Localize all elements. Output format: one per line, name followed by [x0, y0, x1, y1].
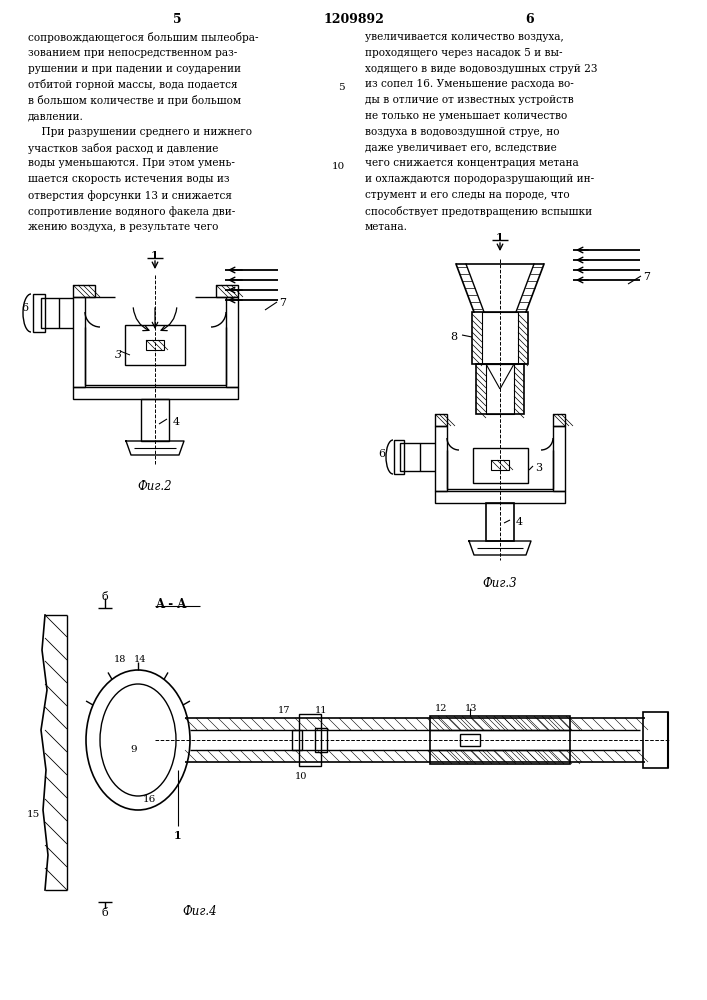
Bar: [299, 714, 321, 766]
Text: метана.: метана.: [365, 222, 408, 232]
Bar: [73, 297, 85, 387]
Text: 4: 4: [173, 417, 180, 427]
Bar: [125, 325, 185, 365]
Bar: [460, 734, 480, 746]
Text: 10: 10: [332, 162, 345, 171]
Bar: [435, 414, 447, 426]
Text: струмент и его следы на породе, что: струмент и его следы на породе, что: [365, 190, 570, 200]
Text: ды в отличие от известных устройств: ды в отличие от известных устройств: [365, 95, 574, 105]
Text: 13: 13: [465, 704, 477, 713]
Text: давлении.: давлении.: [28, 111, 84, 121]
Text: чего снижается концентрация метана: чего снижается концентрация метана: [365, 158, 579, 168]
Text: 14: 14: [134, 655, 146, 664]
Text: отверстия форсунки 13 и снижается: отверстия форсунки 13 и снижается: [28, 190, 232, 201]
Bar: [141, 399, 169, 441]
Bar: [400, 443, 420, 471]
Text: 1: 1: [496, 232, 504, 243]
Text: 7: 7: [279, 298, 286, 308]
Bar: [292, 730, 302, 750]
Text: Фиг.2: Фиг.2: [138, 480, 173, 493]
Text: сопровождающегося большим пылеобра-: сопровождающегося большим пылеобра-: [28, 32, 259, 43]
Bar: [476, 364, 524, 414]
Text: способствует предотвращению вспышки: способствует предотвращению вспышки: [365, 206, 592, 217]
Text: 1: 1: [151, 250, 159, 261]
Text: 1: 1: [174, 830, 182, 841]
Text: При разрушении среднего и нижнего: При разрушении среднего и нижнего: [28, 127, 252, 137]
Bar: [73, 387, 238, 399]
Bar: [315, 728, 327, 752]
Text: 3: 3: [535, 463, 542, 473]
Text: б: б: [102, 908, 108, 918]
Bar: [430, 716, 570, 764]
Bar: [435, 426, 447, 491]
Bar: [473, 448, 528, 483]
Text: увеличивается количество воздуха,: увеличивается количество воздуха,: [365, 32, 563, 42]
Bar: [486, 503, 514, 541]
Text: 10: 10: [295, 772, 307, 781]
Text: 12: 12: [435, 704, 448, 713]
Bar: [41, 298, 59, 328]
Text: зованием при непосредственном раз-: зованием при непосредственном раз-: [28, 48, 238, 58]
Bar: [491, 460, 509, 470]
Text: жению воздуха, в результате чего: жению воздуха, в результате чего: [28, 222, 218, 232]
Text: 8: 8: [450, 332, 457, 342]
Text: ходящего в виде водовоздушных струй 23: ходящего в виде водовоздушных струй 23: [365, 64, 597, 74]
Bar: [146, 340, 164, 350]
Text: 6: 6: [21, 303, 28, 313]
Text: 17: 17: [278, 706, 290, 715]
Text: в большом количестве и при большом: в большом количестве и при большом: [28, 95, 241, 106]
Bar: [394, 440, 404, 474]
Text: 6: 6: [526, 13, 534, 26]
Text: и охлаждаются породоразрушающий ин-: и охлаждаются породоразрушающий ин-: [365, 174, 594, 184]
Text: 11: 11: [315, 706, 327, 715]
Text: 6: 6: [378, 449, 385, 459]
Bar: [73, 285, 95, 297]
Text: 5: 5: [339, 83, 345, 92]
Bar: [482, 312, 518, 364]
Bar: [435, 491, 565, 503]
Bar: [216, 285, 238, 297]
Text: 5: 5: [173, 13, 181, 26]
Bar: [553, 414, 565, 426]
Text: б: б: [102, 592, 108, 602]
Text: 1209892: 1209892: [324, 13, 385, 26]
Text: 4: 4: [516, 517, 523, 527]
Text: 16: 16: [143, 795, 156, 804]
Text: A - A: A - A: [155, 598, 187, 611]
Text: воздуха в водовоздушной струе, но: воздуха в водовоздушной струе, но: [365, 127, 559, 137]
Text: Фиг.3: Фиг.3: [483, 577, 518, 590]
Text: рушении и при падении и соударении: рушении и при падении и соударении: [28, 64, 241, 74]
Text: не только не уменьшает количество: не только не уменьшает количество: [365, 111, 567, 121]
Text: 9: 9: [130, 745, 136, 754]
Text: воды уменьшаются. При этом умень-: воды уменьшаются. При этом умень-: [28, 158, 235, 168]
Text: сопротивление водяного факела дви-: сопротивление водяного факела дви-: [28, 206, 235, 217]
Text: 18: 18: [114, 655, 126, 664]
Text: Фиг.4: Фиг.4: [182, 905, 217, 918]
Bar: [643, 712, 668, 768]
Text: даже увеличивает его, вследствие: даже увеличивает его, вследствие: [365, 143, 556, 153]
Bar: [553, 426, 565, 491]
Text: участков забоя расход и давление: участков забоя расход и давление: [28, 143, 218, 154]
Bar: [486, 364, 514, 414]
Bar: [33, 294, 45, 332]
Text: из сопел 16. Уменьшение расхода во-: из сопел 16. Уменьшение расхода во-: [365, 79, 574, 89]
Text: проходящего через насадок 5 и вы-: проходящего через насадок 5 и вы-: [365, 48, 563, 58]
Text: 15: 15: [27, 810, 40, 819]
Bar: [226, 297, 238, 387]
Text: отбитой горной массы, вода подается: отбитой горной массы, вода подается: [28, 79, 238, 90]
Text: 7: 7: [643, 272, 650, 282]
Bar: [472, 312, 528, 364]
Text: шается скорость истечения воды из: шается скорость истечения воды из: [28, 174, 230, 184]
Text: 3: 3: [115, 350, 122, 360]
